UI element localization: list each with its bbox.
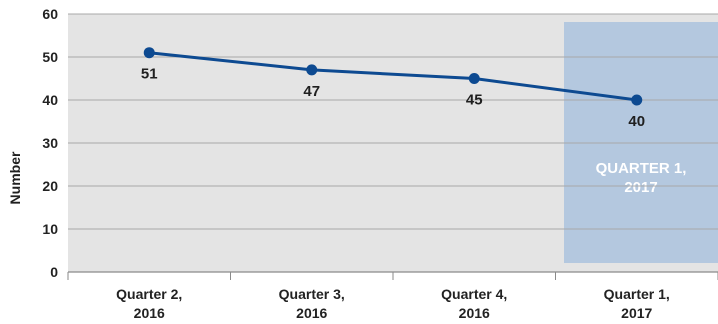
data-labels: 51 47 45 40 [141, 66, 645, 130]
y-tick-label: 0 [50, 264, 58, 280]
data-point [306, 64, 318, 76]
x-tick-label-line: 2017 [621, 305, 652, 321]
y-tick-label: 40 [42, 92, 58, 108]
data-point [631, 94, 643, 106]
x-tick-label: Quarter 3, 2016 [279, 286, 345, 321]
y-axis-label: Number [7, 151, 23, 204]
x-tick-label-line: Quarter 3, [279, 286, 345, 302]
data-label: 45 [466, 92, 483, 109]
axes: Quarter 2, 2016 Quarter 3, 2016 Quarter 4, 20… [67, 271, 718, 321]
series-line [147, 51, 639, 102]
data-label: 40 [628, 113, 645, 130]
highlight-label-line: QUARTER 1, [596, 160, 687, 177]
x-tick-label: Quarter 2, 2016 [116, 286, 182, 321]
series-layer [143, 47, 643, 106]
x-tick-label-line: 2016 [459, 305, 490, 321]
y-tick-label: 20 [42, 178, 58, 194]
highlight-label: QUARTER 1, 2017 [596, 160, 687, 196]
y-tick-label: 30 [42, 135, 58, 151]
x-tick-label-line: Quarter 2, [116, 286, 182, 302]
data-label: 51 [141, 66, 158, 83]
y-tick-label: 60 [42, 6, 58, 22]
x-tick-label-line: 2016 [296, 305, 327, 321]
x-tick-label-line: Quarter 4, [441, 286, 507, 302]
data-point [468, 73, 480, 84]
x-tick-label: Quarter 1, 2017 [604, 286, 670, 321]
x-tick-label-line: Quarter 1, [604, 286, 670, 302]
y-tick-label: 50 [42, 49, 58, 65]
data-label: 47 [303, 83, 320, 100]
x-tick-label-line: 2016 [134, 305, 165, 321]
data-point [143, 47, 155, 59]
highlight-label-line: 2017 [624, 179, 657, 196]
y-tick-label: 10 [42, 221, 58, 237]
x-tick-label: Quarter 4, 2016 [441, 286, 507, 321]
